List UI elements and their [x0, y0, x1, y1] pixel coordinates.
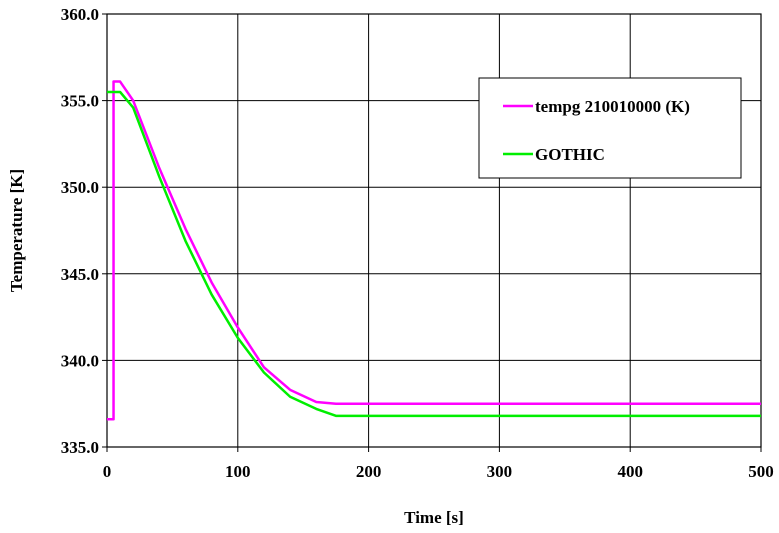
y-axis-ticks: 335.0 340.0 345.0 350.0 355.0 360.0 [61, 5, 107, 457]
y-tick-label: 355.0 [61, 92, 99, 111]
y-axis-title: Temperature [K] [7, 169, 26, 292]
x-tick-label: 100 [225, 462, 251, 481]
series-line-tempg [107, 80, 761, 421]
series-line-gothic [107, 90, 761, 418]
plot-area-frame [106, 13, 762, 448]
y-tick-label: 345.0 [61, 265, 99, 284]
x-tick-label: 300 [487, 462, 513, 481]
legend: tempg 210010000 (K) GOTHIC [478, 77, 742, 179]
y-tick-label: 360.0 [61, 5, 99, 24]
legend-box [478, 77, 742, 179]
x-tick-label: 200 [356, 462, 382, 481]
y-tick-label: 340.0 [61, 351, 99, 370]
y-tick-label: 335.0 [61, 438, 99, 457]
x-tick-label: 500 [748, 462, 774, 481]
legend-label-tempg: tempg 210010000 (K) [535, 97, 690, 116]
series-lines [107, 80, 761, 421]
y-tick-label: 350.0 [61, 178, 99, 197]
x-axis-ticks: 0 100 200 300 400 500 [103, 447, 774, 481]
x-tick-label: 400 [617, 462, 643, 481]
x-tick-label: 0 [103, 462, 112, 481]
x-axis-title: Time [s] [404, 508, 464, 527]
legend-label-gothic: GOTHIC [535, 145, 605, 164]
